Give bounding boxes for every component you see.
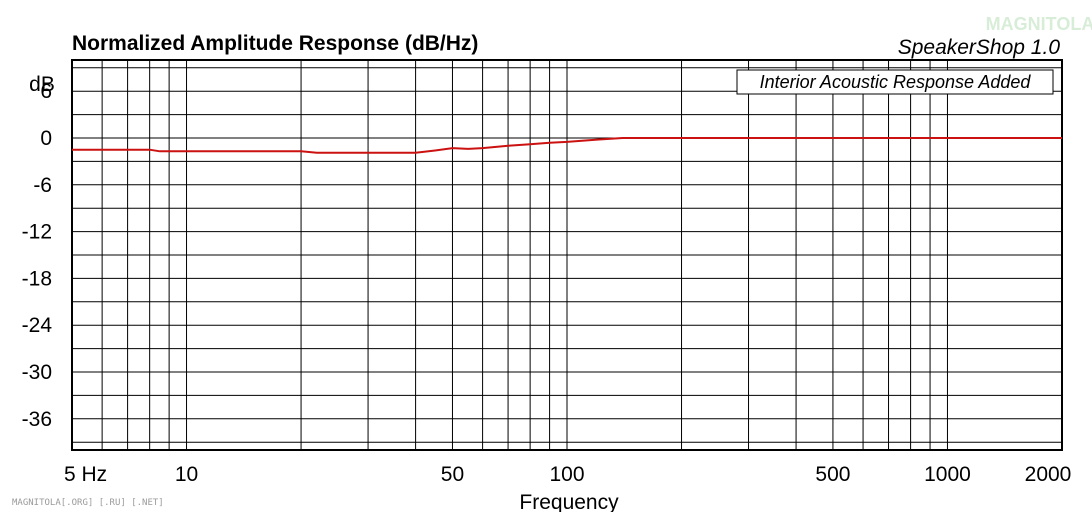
annotation-text: Interior Acoustic Response Added [760, 72, 1032, 92]
watermark-logo: MAGNITOLA [986, 14, 1092, 34]
watermark-footer: MAGNITOLA[.ORG] [.RU] [.NET] [12, 498, 164, 508]
y-axis-ticks: 6 0 -6 -12 -18 -24 -30 -36 [22, 80, 53, 431]
brand-label: SpeakerShop 1.0 [898, 36, 1061, 59]
x-tick-label: 2000 [1025, 463, 1072, 486]
series-layer [72, 137, 1062, 154]
x-axis-label: Frequency [519, 491, 619, 512]
x-tick-label: 50 [441, 463, 464, 486]
plot-frame [71, 59, 1063, 451]
y-tick-label: -30 [22, 361, 52, 384]
y-tick-label: -12 [22, 221, 52, 244]
x-tick-label: 5 Hz [64, 463, 107, 486]
chart-title: Normalized Amplitude Response (dB/Hz) [72, 32, 478, 55]
annotation-box: Interior Acoustic Response Added [736, 69, 1054, 95]
x-axis-ticks: 5 Hz 10 50 100 500 1000 2000 [64, 463, 1071, 486]
y-tick-label: -18 [22, 267, 52, 290]
y-tick-label: -24 [22, 314, 53, 337]
series-line-1 [72, 137, 1062, 154]
x-tick-label: 10 [175, 463, 198, 486]
x-tick-label: 1000 [924, 463, 971, 486]
y-tick-label: 6 [40, 80, 52, 103]
x-tick-label: 100 [549, 463, 584, 486]
x-tick-label: 500 [815, 463, 850, 486]
y-tick-label: 0 [40, 127, 52, 150]
plot-grid [72, 60, 1062, 450]
y-axis-label: dB [29, 73, 55, 96]
y-tick-label: -36 [22, 408, 52, 431]
y-tick-label: -6 [33, 174, 52, 197]
